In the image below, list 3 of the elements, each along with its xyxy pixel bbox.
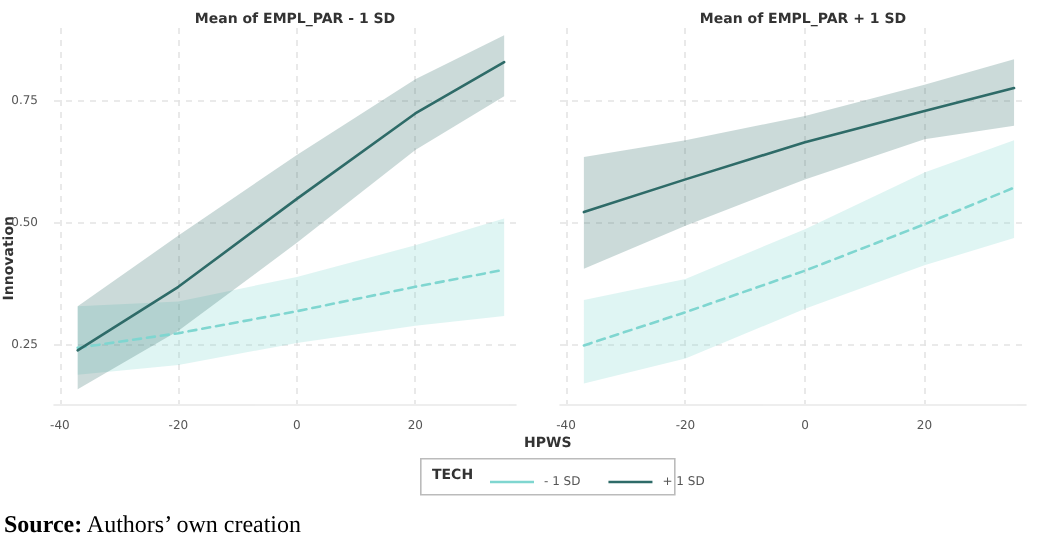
line-series xyxy=(76,268,506,350)
source-note: Source: Authors’ own creation xyxy=(4,510,302,538)
line-series xyxy=(76,60,506,352)
